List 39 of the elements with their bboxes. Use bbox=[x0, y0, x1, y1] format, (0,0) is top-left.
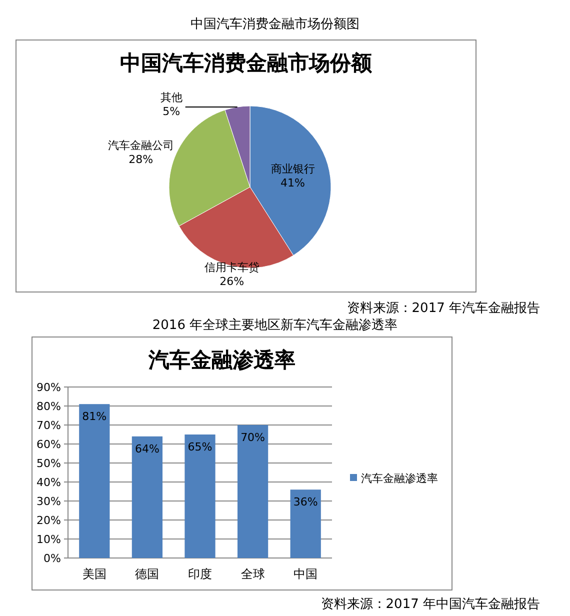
y-tick-label: 40% bbox=[36, 476, 61, 489]
data-label: 36% bbox=[293, 496, 318, 509]
y-tick-label: 90% bbox=[36, 381, 61, 394]
data-label: 26% bbox=[220, 275, 244, 288]
bar bbox=[79, 404, 110, 558]
bar bbox=[290, 490, 321, 558]
x-tick-label: 印度 bbox=[188, 567, 212, 581]
text: 资料来源：2017 年汽车金融报告 bbox=[346, 301, 540, 316]
slice-label: 其他 bbox=[160, 90, 182, 104]
bar bbox=[132, 436, 163, 558]
y-tick-label: 30% bbox=[36, 495, 61, 508]
data-label: 64% bbox=[134, 442, 160, 456]
data-label: 28% bbox=[128, 153, 154, 166]
data-label: 81% bbox=[82, 410, 107, 424]
data-label: 65% bbox=[188, 440, 212, 454]
text: 资料来源：2017 年中国汽车金融报告 bbox=[320, 597, 540, 612]
y-tick-label: 20% bbox=[36, 514, 61, 527]
chart-subtitle: 2016 年全球主要地区新车汽车金融渗透率 bbox=[152, 317, 398, 333]
legend-label: 汽车金融渗透率 bbox=[361, 472, 438, 485]
y-tick-label: 60% bbox=[36, 438, 61, 451]
chart-title: 汽车金融渗透率 bbox=[148, 347, 296, 372]
x-tick-label: 全球 bbox=[240, 567, 265, 581]
slice-label: 商业银行 bbox=[270, 162, 315, 176]
y-tick-label: 80% bbox=[36, 400, 61, 413]
data-label: 5% bbox=[162, 104, 180, 118]
y-tick-label: 50% bbox=[36, 457, 61, 470]
y-tick-label: 10% bbox=[36, 533, 61, 546]
bar bbox=[184, 434, 216, 558]
y-tick-label: 0% bbox=[44, 552, 61, 565]
x-tick-label: 德国 bbox=[135, 567, 160, 581]
slice-label: 汽车金融公司 bbox=[108, 139, 174, 152]
data-label: 41% bbox=[280, 176, 306, 190]
bar bbox=[237, 425, 268, 558]
y-tick-label: 70% bbox=[36, 419, 61, 432]
chart-title: 中国汽车消费金融市场份额 bbox=[120, 50, 373, 75]
chart-subtitle: 中国汽车消费金融市场份额图 bbox=[190, 17, 360, 32]
x-tick-label: 美国 bbox=[82, 567, 106, 581]
data-label: 70% bbox=[240, 431, 266, 444]
x-tick-label: 中国 bbox=[294, 567, 318, 581]
